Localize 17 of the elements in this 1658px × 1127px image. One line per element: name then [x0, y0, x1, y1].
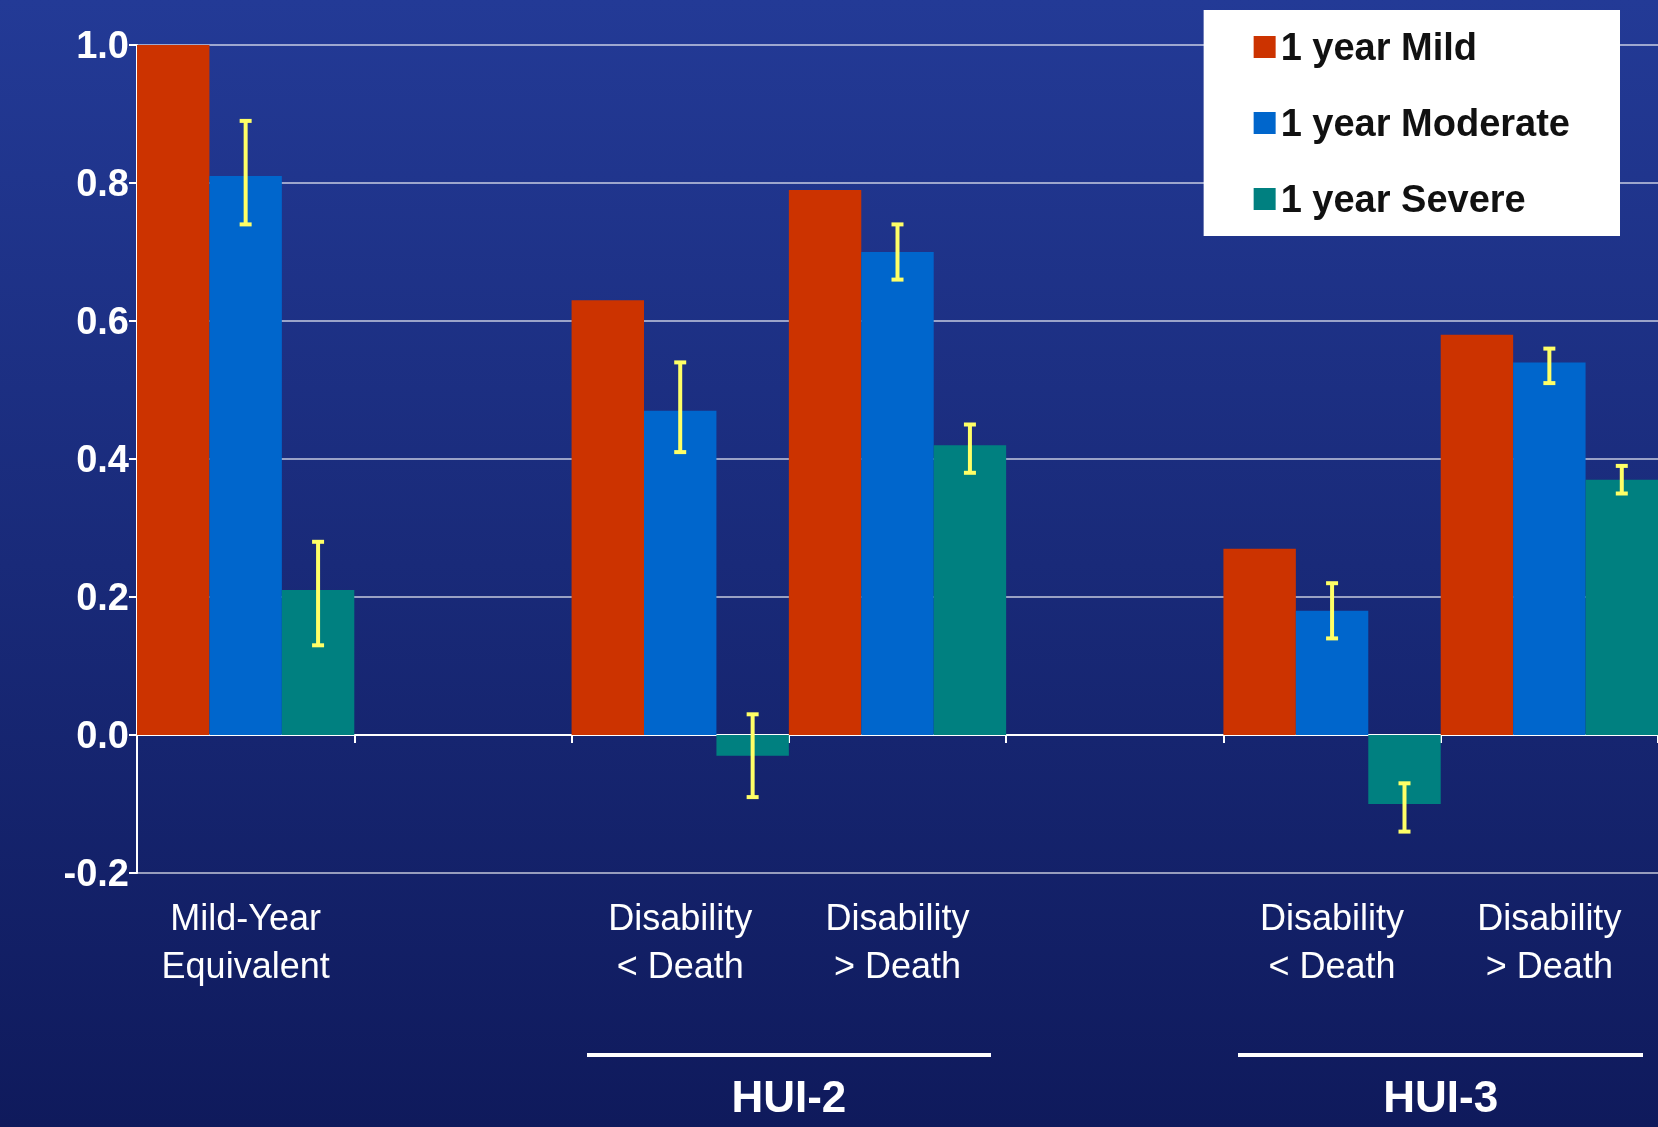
legend-label: 1 year Moderate: [1280, 102, 1571, 144]
y-tick-label: 0.8: [76, 162, 129, 204]
y-tick-label: 0.0: [76, 714, 129, 756]
text: HUI-2: [730, 1072, 848, 1122]
y-tick-label: 0.4: [76, 438, 129, 480]
y-tick-label: 0.6: [76, 300, 129, 342]
x-tick-label: Disability > Death: [825, 896, 970, 986]
legend-label: 1 year Severe: [1280, 178, 1526, 220]
y-tick-label: -0.2: [63, 852, 129, 894]
y-tick-label: 0.2: [76, 576, 129, 618]
x-tick-label: Disability < Death: [608, 896, 753, 986]
x-tick-label: Disability < Death: [1260, 896, 1405, 986]
text: HUI-3: [1382, 1072, 1500, 1122]
y-tick-label: 1.0: [76, 24, 129, 66]
x-tick-label: Disability > Death: [1477, 896, 1622, 986]
legend-label: 1 year Mild: [1280, 26, 1478, 68]
x-tick-label: Mild-Year Equivalent: [161, 896, 330, 986]
